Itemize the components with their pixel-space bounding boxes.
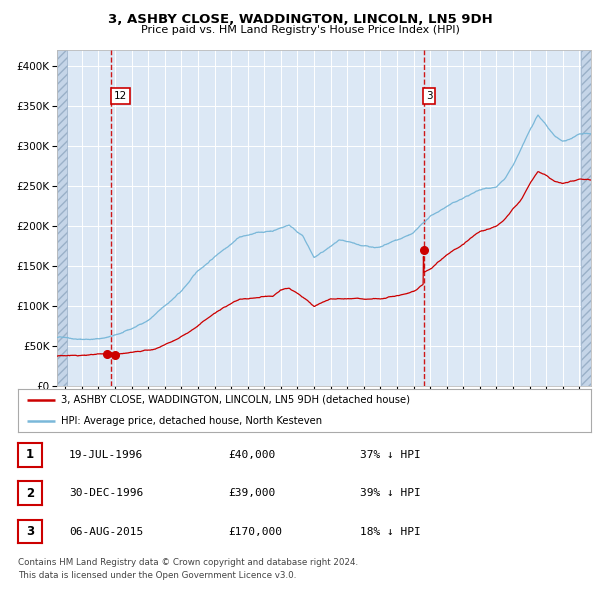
Text: 06-AUG-2015: 06-AUG-2015 (69, 527, 143, 536)
Text: Price paid vs. HM Land Registry's House Price Index (HPI): Price paid vs. HM Land Registry's House … (140, 25, 460, 35)
Text: 19-JUL-1996: 19-JUL-1996 (69, 450, 143, 460)
Text: HPI: Average price, detached house, North Kesteven: HPI: Average price, detached house, Nort… (61, 416, 322, 426)
Text: £39,000: £39,000 (228, 489, 275, 498)
Text: 39% ↓ HPI: 39% ↓ HPI (360, 489, 421, 498)
Text: 18% ↓ HPI: 18% ↓ HPI (360, 527, 421, 536)
Text: Contains HM Land Registry data © Crown copyright and database right 2024.: Contains HM Land Registry data © Crown c… (18, 558, 358, 566)
Text: £40,000: £40,000 (228, 450, 275, 460)
Bar (581, 50, 591, 386)
Text: 30-DEC-1996: 30-DEC-1996 (69, 489, 143, 498)
Text: 3, ASHBY CLOSE, WADDINGTON, LINCOLN, LN5 9DH: 3, ASHBY CLOSE, WADDINGTON, LINCOLN, LN5… (107, 13, 493, 26)
Text: 3, ASHBY CLOSE, WADDINGTON, LINCOLN, LN5 9DH (detached house): 3, ASHBY CLOSE, WADDINGTON, LINCOLN, LN5… (61, 395, 410, 405)
Text: 3: 3 (26, 525, 34, 538)
Text: 2: 2 (26, 487, 34, 500)
Text: 1: 1 (26, 448, 34, 461)
Text: £170,000: £170,000 (228, 527, 282, 536)
Text: 37% ↓ HPI: 37% ↓ HPI (360, 450, 421, 460)
Text: This data is licensed under the Open Government Licence v3.0.: This data is licensed under the Open Gov… (18, 571, 296, 580)
Bar (57, 50, 67, 386)
Text: 12: 12 (114, 91, 127, 101)
Text: 3: 3 (426, 91, 433, 101)
